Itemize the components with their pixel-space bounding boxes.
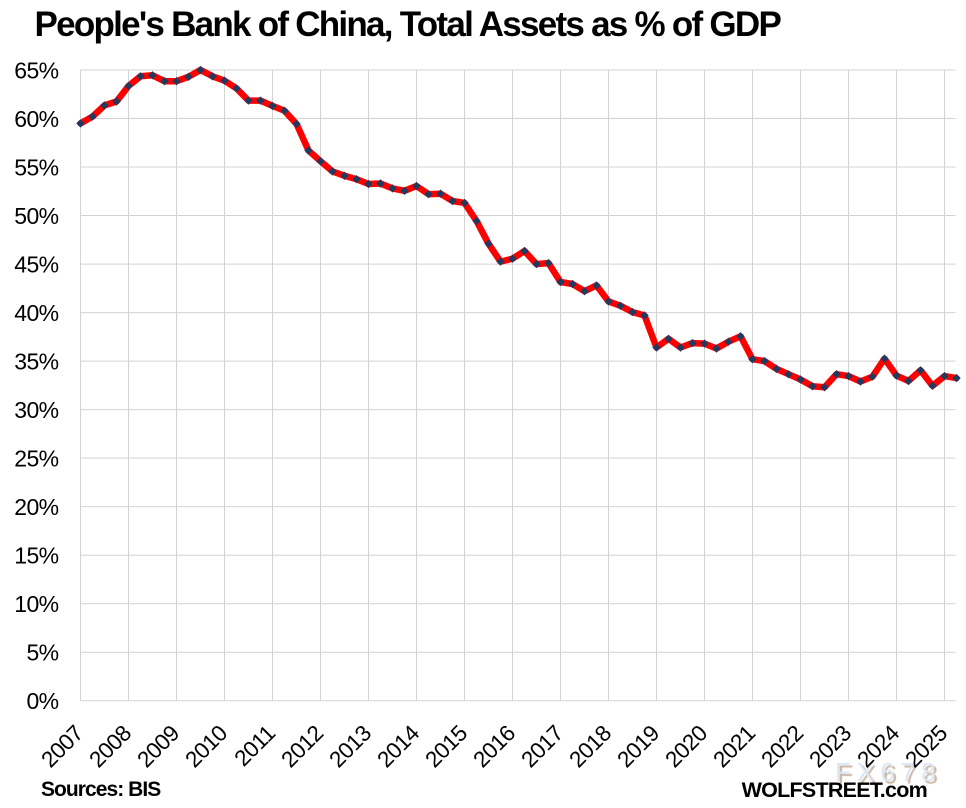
svg-text:20%: 20% <box>14 494 58 520</box>
svg-text:55%: 55% <box>14 154 58 180</box>
svg-text:45%: 45% <box>14 252 58 278</box>
svg-text:15%: 15% <box>14 543 58 569</box>
svg-text:10%: 10% <box>14 591 58 617</box>
svg-text:40%: 40% <box>14 300 58 326</box>
svg-text:FX678: FX678 <box>835 757 942 787</box>
svg-text:35%: 35% <box>14 349 58 375</box>
svg-text:WOLFSTREET.com: WOLFSTREET.com <box>742 778 927 802</box>
svg-text:25%: 25% <box>14 446 58 472</box>
svg-text:People's Bank of China, Total: People's Bank of China, Total Assets as … <box>35 5 782 44</box>
svg-text:50%: 50% <box>14 203 58 229</box>
svg-text:5%: 5% <box>26 640 58 666</box>
svg-text:Sources: BIS: Sources: BIS <box>41 778 161 801</box>
svg-text:65%: 65% <box>14 57 58 83</box>
svg-text:0%: 0% <box>26 688 58 714</box>
svg-text:30%: 30% <box>14 397 58 423</box>
svg-text:60%: 60% <box>14 106 58 132</box>
